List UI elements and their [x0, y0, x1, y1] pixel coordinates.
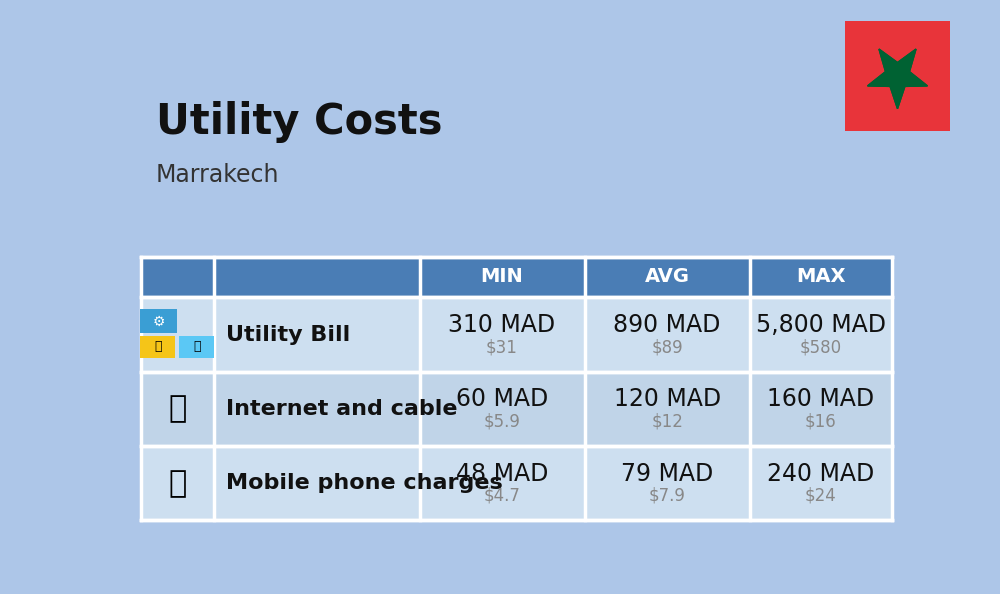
Text: 48 MAD: 48 MAD [456, 462, 548, 486]
Text: $4.7: $4.7 [484, 487, 520, 505]
FancyBboxPatch shape [139, 334, 177, 359]
Text: AVG: AVG [645, 267, 690, 286]
Text: $7.9: $7.9 [649, 487, 686, 505]
Text: MIN: MIN [481, 267, 523, 286]
Text: Marrakech: Marrakech [156, 163, 280, 187]
FancyBboxPatch shape [140, 372, 892, 446]
Text: 5,800 MAD: 5,800 MAD [756, 313, 886, 337]
Text: 60 MAD: 60 MAD [456, 387, 548, 411]
Text: 💧: 💧 [193, 340, 200, 353]
Text: 240 MAD: 240 MAD [767, 462, 875, 486]
Text: 120 MAD: 120 MAD [614, 387, 721, 411]
FancyBboxPatch shape [140, 446, 892, 520]
Text: 310 MAD: 310 MAD [448, 313, 556, 337]
Text: $24: $24 [805, 487, 837, 505]
Text: $89: $89 [651, 338, 683, 356]
Text: $580: $580 [800, 338, 842, 356]
FancyBboxPatch shape [845, 21, 950, 131]
FancyBboxPatch shape [177, 334, 216, 359]
Text: 890 MAD: 890 MAD [613, 313, 721, 337]
Text: 79 MAD: 79 MAD [621, 462, 713, 486]
Text: $12: $12 [651, 413, 683, 431]
FancyBboxPatch shape [140, 298, 892, 372]
Text: Mobile phone charges: Mobile phone charges [226, 473, 503, 493]
Text: 🔌: 🔌 [154, 340, 162, 353]
Text: ⚙: ⚙ [153, 314, 165, 328]
Text: MAX: MAX [796, 267, 846, 286]
Text: $31: $31 [486, 338, 518, 356]
FancyBboxPatch shape [138, 308, 179, 334]
Text: Utility Costs: Utility Costs [156, 101, 442, 143]
Polygon shape [868, 49, 927, 109]
Text: 160 MAD: 160 MAD [767, 387, 875, 411]
FancyBboxPatch shape [140, 257, 892, 298]
Text: 📡: 📡 [168, 394, 186, 424]
Polygon shape [868, 49, 927, 109]
Text: $5.9: $5.9 [484, 413, 520, 431]
Text: Internet and cable: Internet and cable [226, 399, 457, 419]
Text: $16: $16 [805, 413, 837, 431]
Text: Utility Bill: Utility Bill [226, 324, 350, 345]
Text: 📱: 📱 [168, 469, 186, 498]
